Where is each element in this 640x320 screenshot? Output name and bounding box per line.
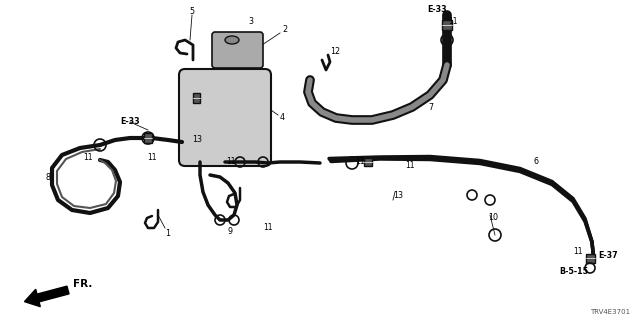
Text: 8: 8 [45,173,50,182]
FancyBboxPatch shape [212,32,263,68]
Text: 11: 11 [355,157,365,166]
Text: 3: 3 [248,18,253,27]
Text: E-33: E-33 [427,5,447,14]
Text: 11: 11 [448,18,458,27]
Bar [364,158,372,166]
Text: 2: 2 [282,26,287,35]
Text: 11: 11 [405,161,415,170]
Text: 11: 11 [573,247,582,257]
FancyBboxPatch shape [179,69,271,166]
Text: 13: 13 [393,190,403,199]
Text: E-37: E-37 [598,251,618,260]
Text: 11: 11 [226,157,236,166]
Text: 11: 11 [263,223,273,233]
Text: 9: 9 [228,228,233,236]
Bar [144,133,152,143]
Bar [586,253,595,262]
Text: 13: 13 [192,135,202,145]
Text: 5: 5 [189,7,195,17]
Text: 10: 10 [488,213,498,222]
Text: FR.: FR. [73,279,92,289]
Text: 4: 4 [280,114,285,123]
Text: B-5-15: B-5-15 [559,268,589,276]
Text: TRV4E3701: TRV4E3701 [590,309,630,315]
Text: E-33: E-33 [120,117,140,126]
Text: 1: 1 [165,228,170,237]
Text: 6: 6 [533,157,538,166]
Ellipse shape [225,36,239,44]
Text: 11: 11 [83,154,93,163]
Text: 12: 12 [330,47,340,57]
Text: 7: 7 [428,103,433,113]
Bar [442,20,452,30]
Text: 11: 11 [147,154,157,163]
FancyArrow shape [24,286,69,307]
Bar [193,93,200,103]
